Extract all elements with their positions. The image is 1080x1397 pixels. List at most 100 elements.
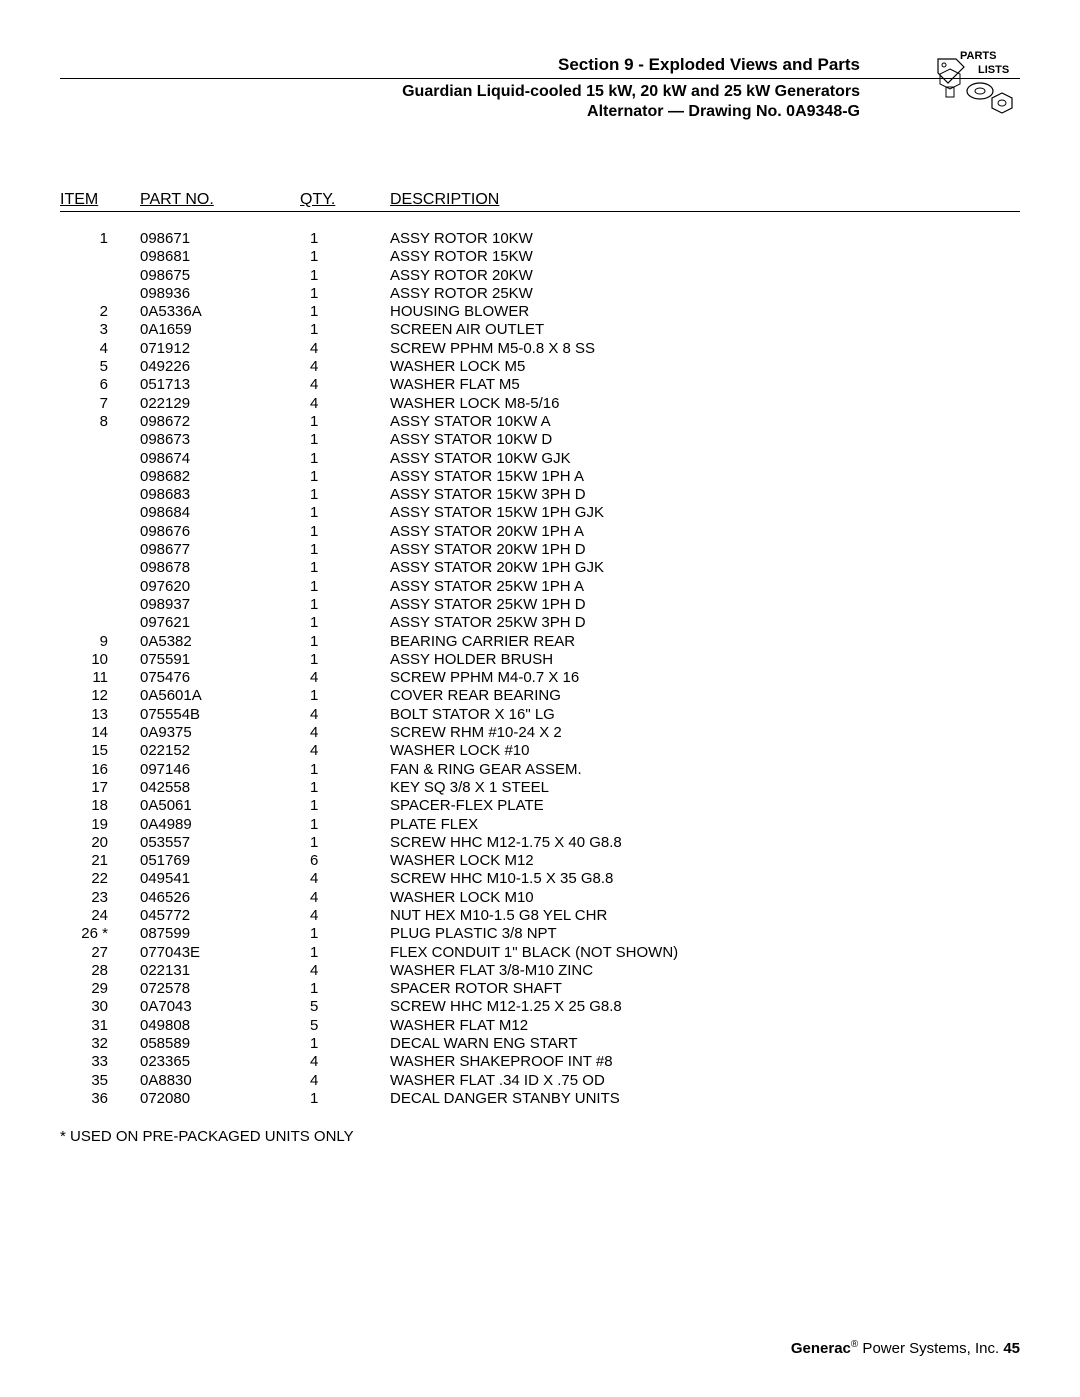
cell-part-no: 046526 — [140, 889, 300, 907]
logo-text-parts: PARTS — [960, 50, 996, 62]
table-row: 200535571SCREW HHC M12-1.75 X 40 G8.8 — [60, 834, 1020, 852]
cell-item: 27 — [60, 944, 140, 962]
footnote: * USED ON PRE-PACKAGED UNITS ONLY — [60, 1128, 1020, 1145]
cell-part-no: 098937 — [140, 596, 300, 614]
cell-item: 14 — [60, 724, 140, 742]
cell-qty: 6 — [300, 852, 390, 870]
cell-item: 18 — [60, 797, 140, 815]
cell-part-no: 097620 — [140, 578, 300, 596]
cell-item: 28 — [60, 962, 140, 980]
cell-description: SCREW HHC M12-1.25 X 25 G8.8 — [390, 998, 1020, 1016]
cell-item: 13 — [60, 706, 140, 724]
cell-qty: 1 — [300, 596, 390, 614]
cell-description: WASHER FLAT 3/8-M10 ZINC — [390, 962, 1020, 980]
table-row: 0986751ASSY ROTOR 20KW — [60, 267, 1020, 285]
cell-item: 17 — [60, 779, 140, 797]
cell-item: 29 — [60, 980, 140, 998]
cell-item — [60, 504, 140, 522]
cell-qty: 1 — [300, 633, 390, 651]
cell-description: SPACER-FLEX PLATE — [390, 797, 1020, 815]
table-row: 330233654WASHER SHAKEPROOF INT #8 — [60, 1053, 1020, 1071]
cell-qty: 4 — [300, 1053, 390, 1071]
cell-part-no: 098682 — [140, 468, 300, 486]
table-row: 300A70435SCREW HHC M12-1.25 X 25 G8.8 — [60, 998, 1020, 1016]
cell-item — [60, 267, 140, 285]
cell-part-no: 049541 — [140, 870, 300, 888]
table-row: 70221294WASHER LOCK M8-5/16 — [60, 395, 1020, 413]
cell-qty: 1 — [300, 504, 390, 522]
cell-part-no: 098681 — [140, 248, 300, 266]
table-row: 360720801DECAL DANGER STANBY UNITS — [60, 1090, 1020, 1108]
cell-part-no: 098675 — [140, 267, 300, 285]
cell-item — [60, 431, 140, 449]
cell-qty: 1 — [300, 248, 390, 266]
cell-description: NUT HEX M10-1.5 G8 YEL CHR — [390, 907, 1020, 925]
cell-item — [60, 248, 140, 266]
table-row: 120A5601A1COVER REAR BEARING — [60, 687, 1020, 705]
cell-qty: 1 — [300, 651, 390, 669]
table-row: 230465264WASHER LOCK M10 — [60, 889, 1020, 907]
table-row: 160971461FAN & RING GEAR ASSEM. — [60, 761, 1020, 779]
cell-qty: 1 — [300, 1090, 390, 1108]
table-row: 0986831ASSY STATOR 15KW 3PH D — [60, 486, 1020, 504]
table-row: 0976201ASSY STATOR 25KW 1PH A — [60, 578, 1020, 596]
cell-qty: 4 — [300, 724, 390, 742]
cell-part-no: 023365 — [140, 1053, 300, 1071]
cell-part-no: 0A8830 — [140, 1072, 300, 1090]
cell-qty: 1 — [300, 431, 390, 449]
cell-part-no: 098678 — [140, 559, 300, 577]
cell-description: SCREW RHM #10-24 X 2 — [390, 724, 1020, 742]
table-row: 13075554B4BOLT STATOR X 16" LG — [60, 706, 1020, 724]
cell-qty: 1 — [300, 486, 390, 504]
cell-qty: 1 — [300, 834, 390, 852]
cell-description: WASHER LOCK M8-5/16 — [390, 395, 1020, 413]
cell-part-no: 022152 — [140, 742, 300, 760]
col-header-item: ITEM — [60, 191, 140, 209]
cell-item — [60, 559, 140, 577]
cell-description: ASSY STATOR 25KW 1PH D — [390, 596, 1020, 614]
cell-part-no: 075554B — [140, 706, 300, 724]
cell-item — [60, 523, 140, 541]
subtitle-line-1: Guardian Liquid-cooled 15 kW, 20 kW and … — [60, 83, 1020, 101]
cell-description: ASSY ROTOR 10KW — [390, 230, 1020, 248]
parts-table: ITEM PART NO. QTY. DESCRIPTION 10986711A… — [60, 191, 1020, 1108]
cell-description: ASSY STATOR 10KW D — [390, 431, 1020, 449]
table-row: 290725781SPACER ROTOR SHAFT — [60, 980, 1020, 998]
cell-part-no: 045772 — [140, 907, 300, 925]
cell-description: ASSY STATOR 10KW A — [390, 413, 1020, 431]
col-header-desc: DESCRIPTION — [390, 191, 1020, 209]
cell-item — [60, 596, 140, 614]
cell-description: ASSY ROTOR 20KW — [390, 267, 1020, 285]
cell-description: SCREW PPHM M5-0.8 X 8 SS — [390, 340, 1020, 358]
cell-description: FAN & RING GEAR ASSEM. — [390, 761, 1020, 779]
cell-part-no: 053557 — [140, 834, 300, 852]
cell-qty: 1 — [300, 761, 390, 779]
table-row: 240457724NUT HEX M10-1.5 G8 YEL CHR — [60, 907, 1020, 925]
cell-description: WASHER LOCK M12 — [390, 852, 1020, 870]
cell-part-no: 0A1659 — [140, 321, 300, 339]
cell-item: 26 * — [60, 925, 140, 943]
parts-lists-logo: PARTS LISTS — [930, 47, 1020, 117]
cell-qty: 4 — [300, 742, 390, 760]
cell-item — [60, 450, 140, 468]
cell-qty: 4 — [300, 669, 390, 687]
cell-part-no: 087599 — [140, 925, 300, 943]
cell-item — [60, 614, 140, 632]
cell-part-no: 072578 — [140, 980, 300, 998]
cell-description: ASSY STATOR 25KW 3PH D — [390, 614, 1020, 632]
cell-description: WASHER SHAKEPROOF INT #8 — [390, 1053, 1020, 1071]
table-row: 190A49891PLATE FLEX — [60, 816, 1020, 834]
cell-item: 9 — [60, 633, 140, 651]
cell-item: 4 — [60, 340, 140, 358]
cell-part-no: 022129 — [140, 395, 300, 413]
cell-part-no: 071912 — [140, 340, 300, 358]
table-header-row: ITEM PART NO. QTY. DESCRIPTION — [60, 191, 1020, 212]
cell-description: DECAL DANGER STANBY UNITS — [390, 1090, 1020, 1108]
cell-qty: 4 — [300, 889, 390, 907]
cell-part-no: 0A4989 — [140, 816, 300, 834]
table-row: 210517696WASHER LOCK M12 — [60, 852, 1020, 870]
col-header-part: PART NO. — [140, 191, 300, 209]
cell-item: 7 — [60, 395, 140, 413]
cell-qty: 1 — [300, 468, 390, 486]
cell-qty: 4 — [300, 340, 390, 358]
